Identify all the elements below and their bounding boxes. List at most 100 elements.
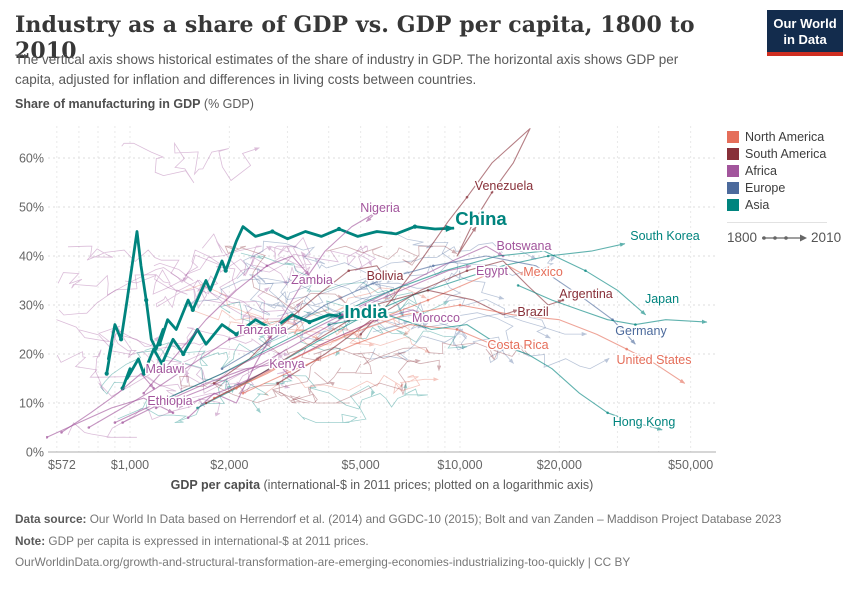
background-series bbox=[144, 331, 342, 369]
series-line-malawi[interactable] bbox=[61, 373, 155, 433]
legend-label: North America bbox=[745, 129, 825, 144]
note-text: GDP per capita is expressed in internati… bbox=[45, 533, 369, 548]
series-point bbox=[426, 289, 430, 292]
country-label-botswana[interactable]: Botswana bbox=[495, 238, 553, 255]
series-point bbox=[265, 264, 269, 268]
background-series bbox=[57, 249, 288, 296]
country-label-united-states[interactable]: United States bbox=[615, 352, 693, 369]
country-label-mexico[interactable]: Mexico bbox=[522, 264, 565, 281]
country-label-tanzania[interactable]: Tanzania bbox=[235, 322, 288, 339]
country-label-egypt[interactable]: Egypt bbox=[475, 263, 510, 280]
background-series bbox=[156, 359, 291, 394]
series-point bbox=[375, 318, 379, 322]
country-label-india[interactable]: India bbox=[342, 299, 390, 324]
background-series bbox=[326, 245, 458, 266]
series-point bbox=[426, 298, 430, 302]
series-line-morocco[interactable] bbox=[178, 309, 434, 409]
series-point bbox=[220, 367, 224, 371]
series-line-nigeria[interactable] bbox=[187, 211, 378, 419]
country-label-ethiopia[interactable]: Ethiopia bbox=[146, 393, 194, 410]
legend-item-south-america[interactable]: South America bbox=[727, 145, 845, 162]
series-line-egypt[interactable] bbox=[155, 264, 472, 409]
y-tick-label: 30% bbox=[19, 299, 44, 313]
time-legend: 1800 2010 bbox=[727, 230, 845, 245]
country-label-japan[interactable]: Japan bbox=[643, 291, 680, 308]
y-tick-label: 40% bbox=[19, 250, 44, 264]
country-label-nigeria[interactable]: Nigeria bbox=[359, 200, 402, 217]
series-point bbox=[365, 303, 368, 307]
country-label-germany[interactable]: Germany bbox=[614, 323, 669, 340]
series-line-zambia[interactable] bbox=[143, 255, 310, 394]
background-series bbox=[92, 341, 272, 397]
series-line-costa-rica[interactable] bbox=[242, 324, 514, 394]
series-line-germany[interactable] bbox=[221, 255, 636, 370]
series-point bbox=[606, 411, 609, 415]
series-line-venezuela[interactable] bbox=[360, 128, 531, 335]
legend-item-europe[interactable]: Europe bbox=[727, 179, 845, 196]
series-point bbox=[186, 416, 190, 420]
series-line-china[interactable] bbox=[105, 224, 455, 374]
country-label-malawi[interactable]: Malawi bbox=[144, 361, 186, 378]
background-series bbox=[219, 300, 449, 327]
series-point bbox=[625, 347, 628, 351]
x-tick-label: $10,000 bbox=[437, 458, 482, 472]
background-series bbox=[185, 284, 321, 340]
owid-logo[interactable]: Our World in Data bbox=[767, 10, 843, 57]
series-point bbox=[241, 391, 245, 395]
series-line-united-states[interactable] bbox=[236, 304, 686, 389]
series-point bbox=[166, 396, 169, 400]
y-tick-label: 50% bbox=[19, 201, 44, 215]
legend-swatch bbox=[727, 198, 739, 211]
canonical-url-link[interactable]: OurWorldinData.org/growth-and-structural… bbox=[15, 555, 631, 570]
owid-logo-line1: Our World bbox=[773, 16, 837, 31]
country-label-china[interactable]: China bbox=[453, 206, 509, 231]
series-point bbox=[144, 298, 149, 303]
legend-rows: North America South America Africa Europe As… bbox=[727, 128, 845, 213]
country-label-zambia[interactable]: Zambia bbox=[290, 272, 335, 289]
legend-item-africa[interactable]: Africa bbox=[727, 162, 845, 179]
series-point bbox=[171, 411, 175, 415]
country-label-kenya[interactable]: Kenya bbox=[268, 356, 306, 373]
country-label-hong-kong[interactable]: Hong Kong bbox=[611, 414, 677, 431]
background-series bbox=[264, 342, 530, 366]
series-line-hong-kong[interactable] bbox=[328, 314, 663, 431]
series-point bbox=[458, 303, 462, 307]
background-series bbox=[201, 233, 313, 285]
series-point bbox=[516, 284, 520, 287]
background-series bbox=[304, 325, 431, 353]
time-legend-start: 1800 bbox=[727, 230, 758, 245]
country-label-brazil[interactable]: Brazil bbox=[516, 304, 550, 321]
country-label-argentina[interactable]: Argentina bbox=[558, 286, 615, 303]
background-series bbox=[56, 319, 160, 358]
series-point bbox=[465, 195, 469, 199]
series-line-mexico[interactable] bbox=[213, 265, 527, 399]
country-label-south-korea[interactable]: South Korea bbox=[629, 228, 702, 245]
legend-item-north-america[interactable]: North America bbox=[727, 128, 845, 145]
series-point bbox=[341, 313, 344, 317]
series-line-tanzania[interactable] bbox=[88, 328, 273, 428]
background-series bbox=[224, 245, 349, 314]
series-point bbox=[142, 391, 145, 395]
series-line-ethiopia[interactable] bbox=[46, 397, 174, 438]
country-label-costa-rica[interactable]: Costa Rica bbox=[486, 337, 550, 354]
gridlines bbox=[48, 126, 716, 452]
legend-item-asia[interactable]: Asia bbox=[727, 196, 845, 213]
x-tick-label: $572 bbox=[48, 458, 76, 472]
series-point bbox=[120, 386, 125, 391]
country-label-bolivia[interactable]: Bolivia bbox=[365, 268, 405, 285]
series-point bbox=[561, 298, 565, 302]
series-point bbox=[336, 226, 342, 232]
background-series bbox=[110, 327, 290, 370]
country-label-morocco[interactable]: Morocco bbox=[411, 310, 462, 327]
series-point bbox=[307, 320, 312, 325]
series-line-japan[interactable] bbox=[167, 250, 646, 399]
series-point bbox=[121, 421, 124, 424]
series-point bbox=[196, 406, 199, 410]
background-series bbox=[179, 355, 321, 404]
series-point bbox=[152, 387, 155, 390]
series-point bbox=[181, 351, 186, 357]
series-line-kenya[interactable] bbox=[122, 363, 293, 424]
country-label-venezuela[interactable]: Venezuela bbox=[473, 178, 534, 195]
series-line-east-asia[interactable] bbox=[517, 284, 708, 326]
